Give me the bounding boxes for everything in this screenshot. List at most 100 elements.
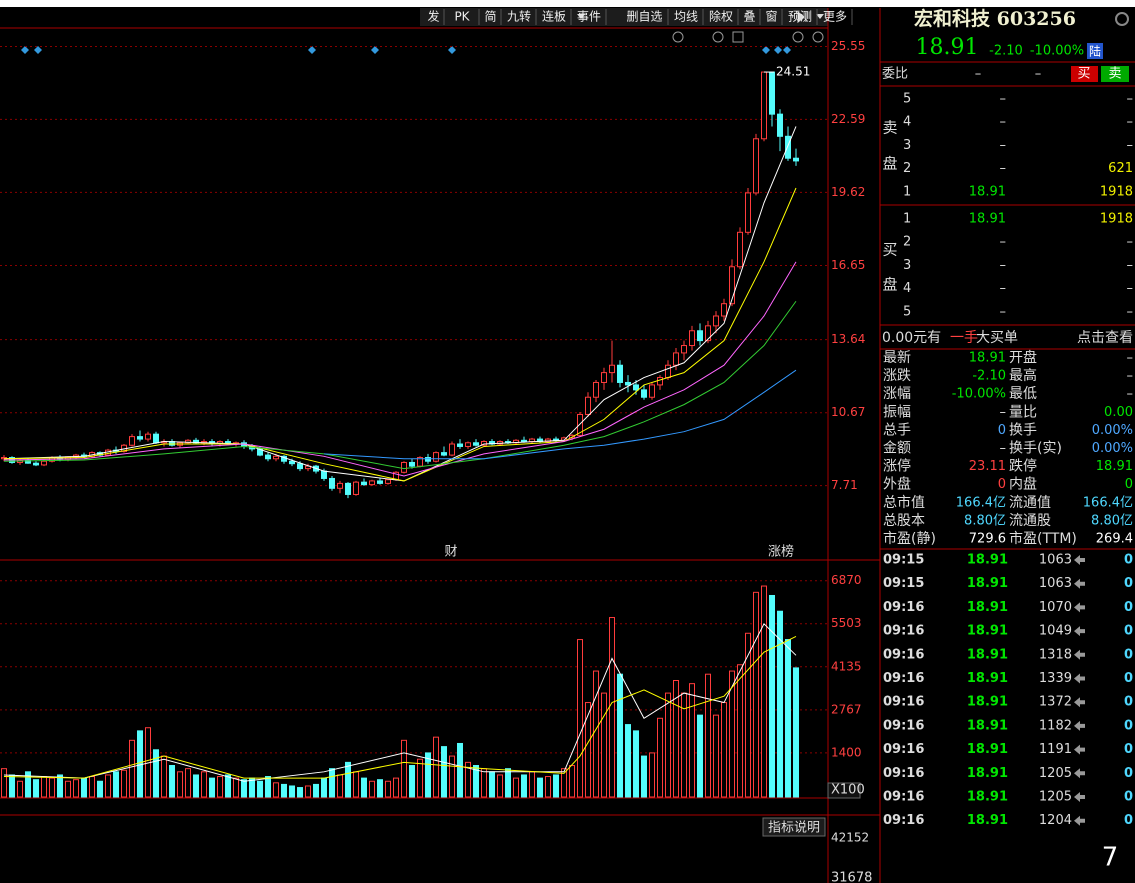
unit-label: X100 [831, 783, 865, 798]
y-tick-label: 19.62 [831, 185, 865, 199]
candle-body [673, 352, 679, 366]
volume-bar [441, 746, 447, 798]
toolbar-item[interactable]: 除权 [709, 9, 733, 24]
toolbar-item[interactable]: 删自选 [626, 10, 662, 24]
event-marker[interactable] [34, 46, 42, 54]
candle-body [777, 113, 783, 137]
buy-button[interactable] [1071, 66, 1098, 82]
book-price: – [1000, 138, 1007, 153]
book-level: 4 [903, 281, 911, 296]
stat-label: 内盘 [1009, 476, 1037, 493]
stat-label: 总股本 [883, 513, 925, 529]
candle-body [137, 436, 143, 440]
icon-next[interactable] [797, 10, 807, 24]
event-marker[interactable] [448, 46, 456, 54]
volume-bar [561, 768, 567, 798]
stat-label: 最高 [1009, 367, 1037, 384]
stat-label: 市盈(静) [883, 530, 936, 547]
event-marker[interactable] [774, 46, 782, 54]
candle-body [729, 266, 735, 305]
volume-bar [1, 768, 7, 798]
volume-bar [473, 765, 479, 798]
last-price: 18.91 [916, 35, 979, 60]
book-price: – [1000, 235, 1007, 250]
book-price: – [1000, 115, 1007, 130]
candle-body [409, 461, 415, 467]
buy-label[interactable]: 买 [1077, 67, 1090, 82]
toolbar-item[interactable]: 简 [484, 10, 496, 24]
tick-count: 0 [1124, 647, 1133, 662]
toolbar-item[interactable]: 预测 [788, 10, 812, 24]
lower-axis-label: 42152 [831, 831, 869, 845]
volume-bar [537, 777, 543, 798]
toolbar-item[interactable]: 更多 [823, 10, 847, 24]
tick-arrow [1074, 626, 1085, 637]
tick-arrow [1074, 697, 1085, 708]
toolbar-item[interactable]: 发 [427, 9, 439, 24]
toolbar-item[interactable]: 均线 [674, 10, 698, 24]
tick-arrow [1074, 744, 1085, 755]
toolbar-item[interactable]: 连板 [542, 9, 566, 24]
toolbar-item[interactable]: 叠 [743, 10, 755, 24]
stock-title: 宏和科技 603256 [914, 7, 1076, 30]
candle-body [785, 135, 791, 159]
big-order-text: 一手 [950, 330, 978, 346]
event-marker[interactable] [762, 46, 770, 54]
toolbar-item[interactable]: 事件 [577, 10, 601, 24]
volume-bar [97, 780, 103, 798]
tick-arrow [1074, 602, 1085, 613]
volume-bar [209, 777, 215, 798]
book-level: 3 [903, 138, 911, 153]
volume-bar [609, 617, 615, 798]
volume-bar [793, 667, 799, 798]
y-tick-label: 10.67 [831, 405, 865, 419]
volume-bar [161, 755, 167, 798]
indicator-button-label[interactable]: 指标说明 [768, 821, 820, 836]
tick-count: 0 [1124, 624, 1133, 639]
settings-icon[interactable] [1115, 12, 1129, 26]
book-volume: 1918 [1100, 212, 1133, 227]
stat-label: 开盘 [1009, 349, 1037, 366]
event-marker[interactable] [308, 46, 316, 54]
volume-bar [233, 777, 239, 798]
ratio-label: 委比 [882, 67, 908, 82]
event-marker[interactable] [371, 46, 379, 54]
volume-bar [465, 761, 471, 798]
volume-bar [281, 783, 287, 798]
candle-body [337, 482, 343, 489]
candle-body [657, 377, 663, 386]
volume-bar [273, 782, 279, 798]
stat-label: 跌停 [1009, 458, 1037, 475]
ma-line [3, 126, 797, 482]
tick-time: 09:16 [883, 695, 924, 710]
volume-bar [81, 777, 87, 798]
volume-bar [585, 702, 591, 798]
big-order-link[interactable]: 点击查看 [1077, 330, 1133, 346]
indicator-button[interactable] [762, 817, 826, 837]
volume-bar [241, 779, 247, 798]
event-marker[interactable] [783, 46, 791, 54]
volume-bar [633, 730, 639, 798]
tick-count: 0 [1124, 766, 1133, 781]
book-volume: – [1127, 281, 1134, 296]
volume-bar [729, 670, 735, 798]
volume-bar [193, 774, 199, 798]
sell-label[interactable]: 卖 [1108, 67, 1121, 82]
volume-bar [409, 765, 415, 798]
event-marker[interactable] [21, 46, 29, 54]
volume-bar [545, 776, 551, 798]
tick-volume: 1070 [1039, 600, 1072, 615]
tick-price: 18.91 [967, 718, 1008, 733]
tick-price: 18.91 [967, 742, 1008, 757]
book-price: – [1000, 304, 1007, 319]
toolbar-item[interactable]: 九转 [507, 9, 531, 24]
tick-time: 09:16 [883, 600, 924, 615]
tick-count: 0 [1124, 695, 1133, 710]
book-level: 3 [903, 258, 911, 273]
toolbar-item[interactable]: 窗 [765, 10, 777, 24]
volume-bar [577, 639, 583, 798]
toolbar-item[interactable]: PK [454, 10, 470, 24]
sell-button[interactable] [1101, 66, 1129, 82]
tick-time: 09:16 [883, 766, 924, 781]
big-order-text: 大买单 [976, 330, 1018, 346]
